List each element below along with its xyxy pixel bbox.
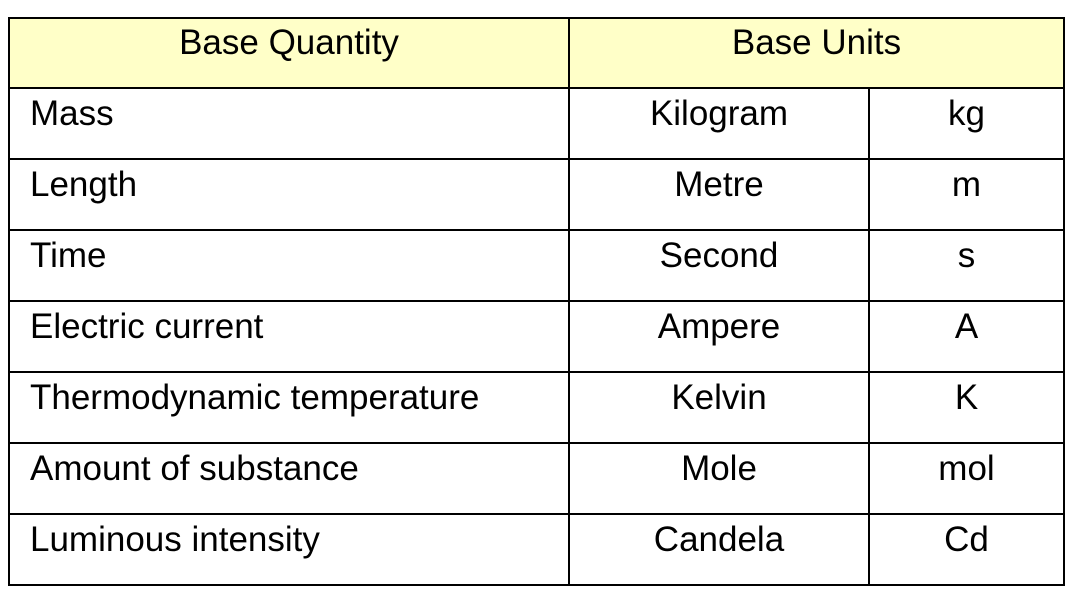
table-cell: s (868, 229, 1065, 302)
table-row: Luminous intensity Candela Cd (8, 513, 1065, 586)
table-cell: m (868, 158, 1065, 231)
table-row: Electric current Ampere A (8, 300, 1065, 373)
table-cell: Time (8, 229, 570, 302)
table-cell: Second (568, 229, 870, 302)
table-cell: Electric current (8, 300, 570, 373)
table-cell: Length (8, 158, 570, 231)
table-row: Thermodynamic temperature Kelvin K (8, 371, 1065, 444)
table-cell: Cd (868, 513, 1065, 586)
table-cell: Ampere (568, 300, 870, 373)
header-cell: Base Units (568, 17, 1065, 89)
table-cell: Amount of substance (8, 442, 570, 515)
table-cell: Kilogram (568, 87, 870, 160)
table-row: Time Second s (8, 229, 1065, 302)
table-cell: Mole (568, 442, 870, 515)
header-row: Base Quantity Base Units (8, 17, 1065, 89)
table-cell: Thermodynamic temperature (8, 371, 570, 444)
table-row: Length Metre m (8, 158, 1065, 231)
table-body: Mass Kilogram kg Length Metre m Time Second s Ele… (8, 87, 1065, 586)
table-cell: A (868, 300, 1065, 373)
table-header: Base Quantity Base Units (8, 17, 1065, 89)
units-table: Base Quantity Base Units Mass Kilogram kg L… (8, 17, 1065, 586)
table-cell: Kelvin (568, 371, 870, 444)
table-cell: Metre (568, 158, 870, 231)
table-row: Amount of substance Mole mol (8, 442, 1065, 515)
table-cell: K (868, 371, 1065, 444)
table-cell: Candela (568, 513, 870, 586)
header-cell: Base Quantity (8, 17, 570, 89)
table-cell: Mass (8, 87, 570, 160)
table-cell: Luminous intensity (8, 513, 570, 586)
table-cell: kg (868, 87, 1065, 160)
table-cell: mol (868, 442, 1065, 515)
table-row: Mass Kilogram kg (8, 87, 1065, 160)
